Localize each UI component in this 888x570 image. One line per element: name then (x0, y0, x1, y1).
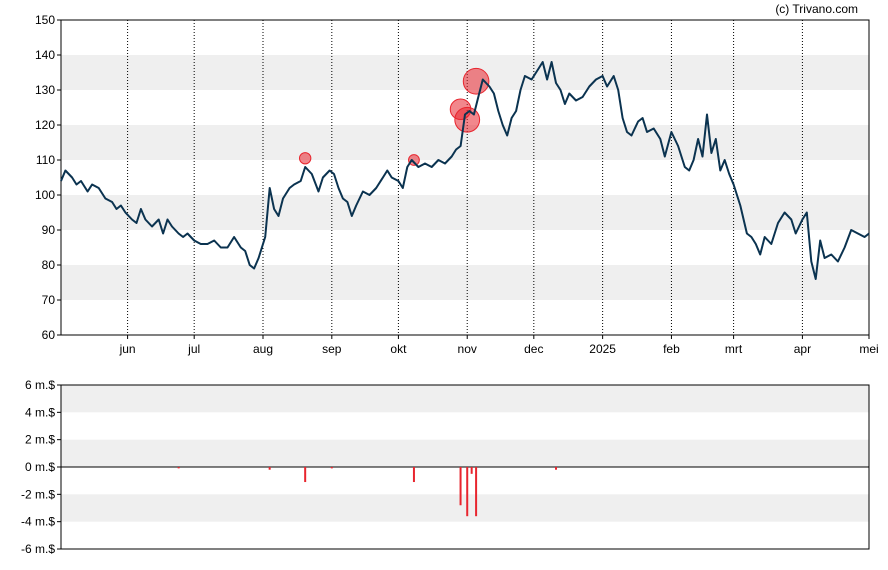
trade-marker (462, 67, 490, 95)
flow-bar (459, 467, 462, 506)
flow-bar (475, 467, 478, 517)
price-plot-frame (60, 19, 870, 336)
copyright-text: (c) Trivano.com (775, 2, 858, 16)
x-tick-label: mrt (725, 342, 743, 356)
x-tick-label: feb (663, 342, 680, 356)
flow-bar (412, 467, 415, 483)
price-line (60, 61, 870, 280)
trade-marker (408, 154, 420, 166)
x-tick-label: jun (119, 342, 136, 356)
trade-marker (298, 152, 312, 165)
x-tick-label: jul (187, 342, 200, 356)
y-tick-label: 60 (42, 328, 56, 342)
flow-bar (555, 467, 558, 470)
y-tick-label: 140 (35, 48, 55, 62)
y-tick-label: 110 (36, 153, 55, 167)
y-tick-label: 100 (35, 188, 55, 202)
y-tick-label: 120 (35, 118, 55, 132)
flow-y-tick-label: 0 m.$ (25, 460, 55, 474)
x-tick-label: nov (458, 342, 477, 356)
price-grid-band (61, 265, 869, 300)
flow-bar (268, 467, 271, 470)
flow-plot-frame (60, 384, 870, 550)
y-tick-label: 70 (42, 293, 56, 307)
price-grid-band (61, 195, 869, 230)
flow-bar (177, 467, 180, 469)
x-tick-label: okt (390, 342, 407, 356)
flow-y-tick-label: -6 m.$ (21, 542, 55, 556)
x-tick-label: dec (524, 342, 543, 356)
flow-grid-band (61, 439, 869, 467)
flow-bar (330, 467, 333, 469)
flow-y-tick-label: -2 m.$ (21, 487, 55, 501)
trade-marker (454, 106, 481, 133)
flow-y-tick-label: 2 m.$ (25, 433, 55, 447)
y-tick-label: 130 (35, 83, 55, 97)
flow-y-tick-label: -4 m.$ (21, 515, 55, 529)
y-tick-label: 80 (42, 258, 56, 272)
y-tick-label: 90 (42, 223, 56, 237)
x-tick-label: 2025 (589, 342, 616, 356)
flow-bar (466, 467, 469, 517)
x-tick-label: apr (794, 342, 811, 356)
flow-y-tick-label: 4 m.$ (25, 405, 55, 419)
flow-bar (304, 467, 307, 483)
y-tick-label: 150 (35, 13, 55, 27)
flow-y-tick-label: 6 m.$ (25, 378, 55, 392)
flow-bar (470, 467, 473, 474)
x-tick-label: aug (253, 342, 273, 356)
x-tick-label: mei (859, 342, 878, 356)
flow-grid-band (61, 494, 869, 522)
flow-grid-band (61, 385, 869, 413)
x-tick-label: sep (322, 342, 342, 356)
